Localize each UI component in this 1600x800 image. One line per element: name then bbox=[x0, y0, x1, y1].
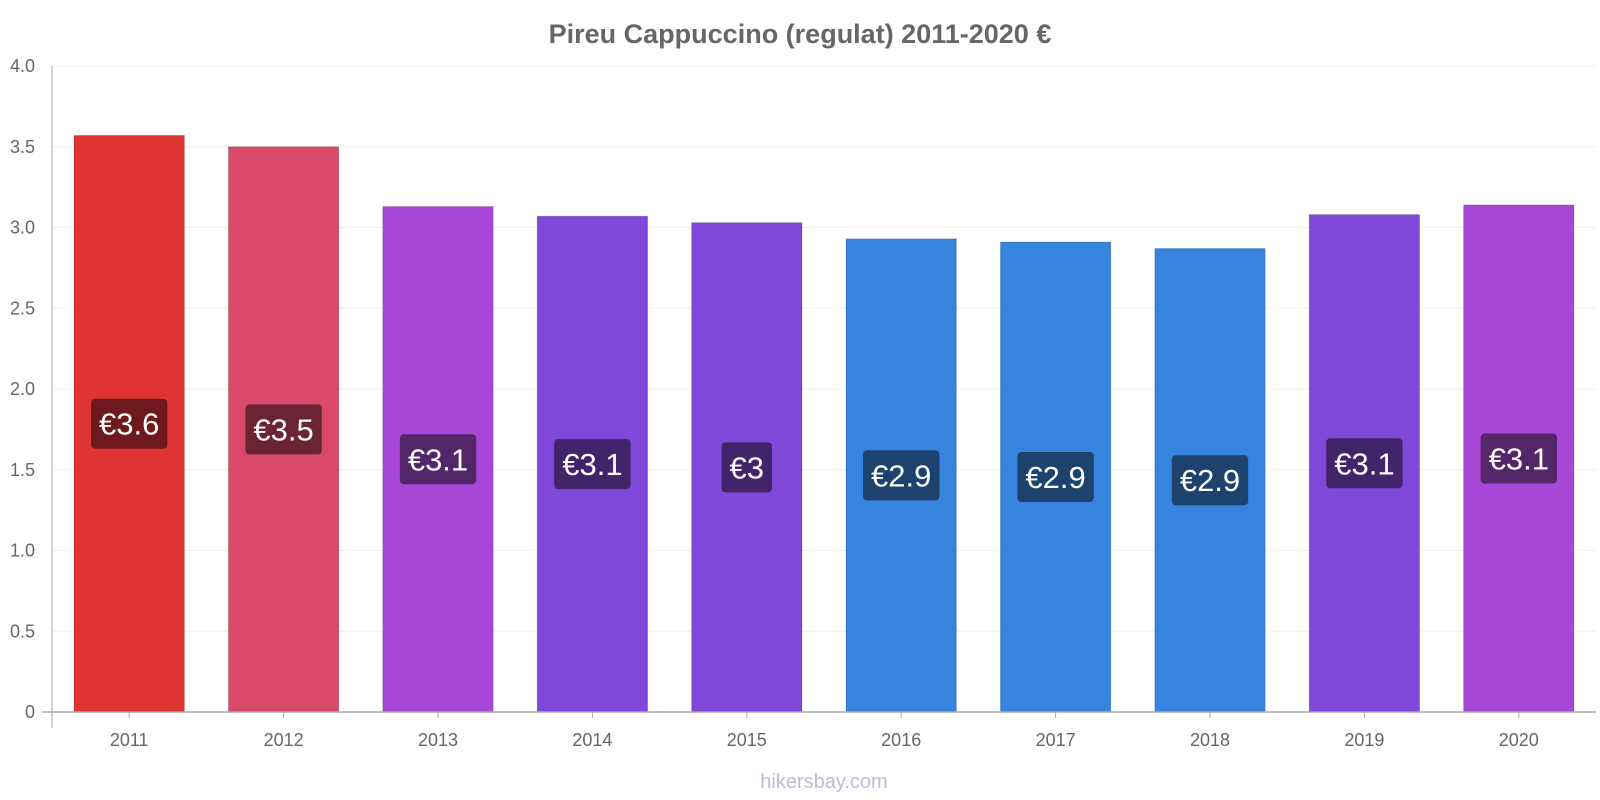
data-label-text: €3 bbox=[730, 450, 764, 485]
watermark: hikersbay.com bbox=[760, 771, 887, 793]
x-tick-label: 2020 bbox=[1499, 730, 1539, 750]
data-label-background bbox=[863, 450, 940, 501]
data-label-text: €3.1 bbox=[1334, 446, 1394, 481]
data-label-text: €3.1 bbox=[562, 447, 622, 482]
data-label-text: €2.9 bbox=[1025, 460, 1085, 495]
y-tick-label: 1.0 bbox=[10, 541, 35, 561]
y-tick-label: 3.5 bbox=[10, 137, 35, 157]
data-labels: €3.6 €3.5 €3.1 €3.1 €3 €2.9 €2.9 €2.9 €3.1 €3.1 bbox=[91, 398, 1557, 506]
y-tick-label: 4.0 bbox=[10, 56, 35, 76]
data-label-2016: €2.9 bbox=[863, 450, 940, 501]
data-label-background bbox=[91, 398, 168, 449]
y-ticks: 0 0.5 1.0 1.5 2.0 2.5 3.0 3.5 4.0 bbox=[10, 56, 35, 722]
data-label-background bbox=[1326, 438, 1403, 489]
data-label-background bbox=[1480, 433, 1557, 484]
data-label-background bbox=[1171, 455, 1249, 506]
data-label-2011: €3.6 bbox=[91, 398, 168, 449]
x-tick-label: 2018 bbox=[1190, 730, 1230, 750]
data-label-text: €3.6 bbox=[99, 407, 159, 442]
axes bbox=[42, 66, 1596, 728]
x-tick-label: 2013 bbox=[418, 730, 458, 750]
data-label-2014: €3.1 bbox=[554, 439, 631, 490]
x-tick-label: 2015 bbox=[727, 730, 767, 750]
data-label-background bbox=[1017, 452, 1094, 503]
y-tick-label: 0.5 bbox=[10, 621, 35, 641]
y-tick-label: 1.5 bbox=[10, 460, 35, 480]
data-label-2015: €3 bbox=[721, 442, 773, 493]
data-label-background bbox=[554, 439, 631, 490]
data-label-2013: €3.1 bbox=[399, 434, 477, 485]
data-label-text: €3.5 bbox=[253, 412, 313, 447]
data-label-text: €3.1 bbox=[1489, 441, 1549, 476]
data-label-text: €2.9 bbox=[871, 458, 931, 493]
x-tick-label: 2012 bbox=[264, 730, 304, 750]
data-label-background bbox=[399, 434, 477, 485]
x-ticks: 2011 2012 2013 2014 2015 2016 2017 2018 2019 2020 bbox=[110, 712, 1539, 750]
x-tick-label: 2019 bbox=[1344, 730, 1384, 750]
data-label-2020: €3.1 bbox=[1480, 433, 1557, 484]
y-tick-label: 2.0 bbox=[10, 379, 35, 399]
x-tick-label: 2011 bbox=[110, 730, 149, 750]
data-label-2019: €3.1 bbox=[1326, 438, 1403, 489]
y-tick-label: 3.0 bbox=[10, 218, 35, 238]
data-label-background bbox=[721, 442, 773, 493]
data-label-text: €2.9 bbox=[1180, 463, 1240, 498]
x-tick-label: 2017 bbox=[1036, 730, 1076, 750]
data-label-text: €3.1 bbox=[408, 442, 468, 477]
data-label-2017: €2.9 bbox=[1017, 452, 1094, 503]
chart-title: Pireu Cappuccino (regulat) 2011-2020 € bbox=[549, 19, 1052, 49]
y-tick-label: 0 bbox=[25, 702, 35, 722]
x-tick-label: 2014 bbox=[572, 730, 612, 750]
data-label-2012: €3.5 bbox=[245, 404, 322, 455]
data-label-background bbox=[245, 404, 322, 455]
x-tick-label: 2016 bbox=[881, 730, 921, 750]
data-label-2018: €2.9 bbox=[1171, 455, 1249, 506]
y-tick-label: 2.5 bbox=[10, 298, 35, 318]
